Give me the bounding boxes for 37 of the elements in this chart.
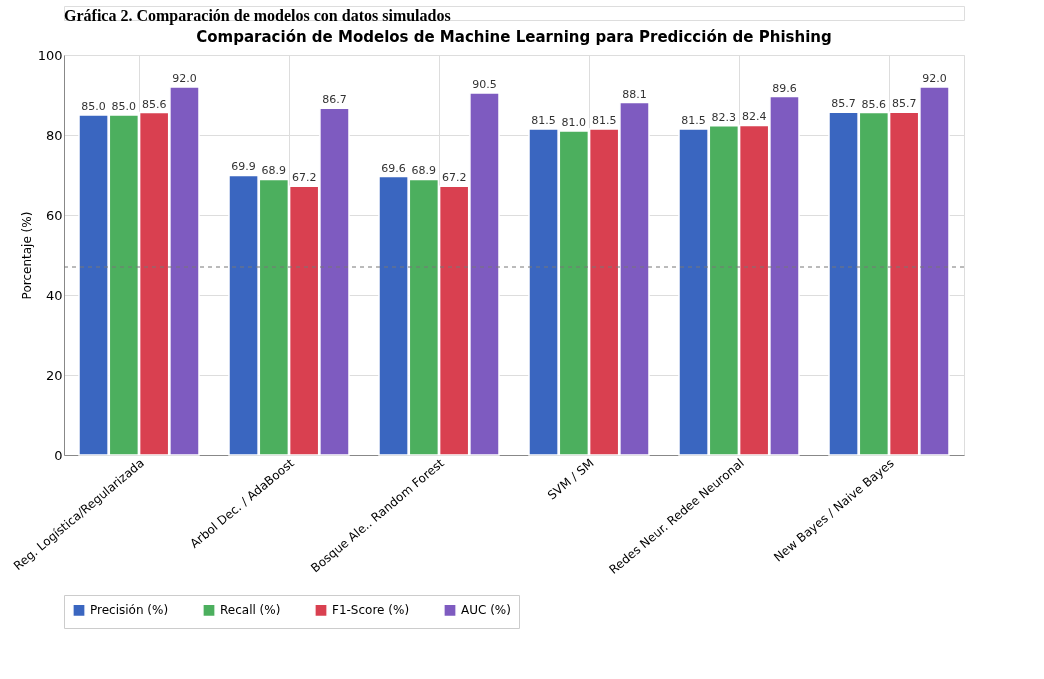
text: Gráfica 2. Comparación de modelos con datos simulados: [64, 7, 451, 25]
data-label: 67.2: [291, 171, 317, 185]
data-label: 89.6: [772, 81, 797, 95]
data-label: 67.2: [441, 171, 467, 185]
data-label: 68.9: [411, 164, 437, 178]
y-tick-label: 100: [37, 47, 63, 63]
data-label: 81.5: [681, 114, 706, 127]
chart-title: Comparación de Modelos de Machine Learning para Predicción de Phishing: [196, 28, 832, 46]
data-label: 85.6: [861, 97, 887, 111]
data-label: 85.7: [891, 97, 917, 111]
legend-label: F1-Score (%): [332, 603, 410, 618]
data-label: 88.1: [622, 87, 647, 101]
y-axis-title: Porcentaje (%): [19, 211, 34, 300]
y-tick-label: 0: [54, 447, 63, 463]
data-label: 90.5: [472, 78, 497, 91]
data-label: 81.5: [591, 114, 617, 127]
data-label: 85.7: [831, 97, 856, 111]
data-label: 85.6: [141, 97, 167, 111]
y-tick-label: 80: [45, 127, 63, 143]
legend-label: Recall (%): [220, 603, 281, 618]
data-label: 92.0: [172, 72, 197, 85]
data-label: 86.7: [322, 93, 347, 107]
y-tick-label: 60: [45, 207, 63, 223]
data-label: 85.0: [81, 100, 106, 113]
data-label: 85.0: [111, 100, 137, 113]
data-label: 82.3: [711, 110, 737, 124]
legend-label: Precisión (%): [90, 603, 169, 618]
data-label: 69.9: [231, 160, 256, 174]
y-tick-label: 40: [45, 287, 63, 303]
y-tick-label: 20: [45, 367, 63, 383]
data-label: 68.9: [261, 164, 287, 178]
data-label: 69.6: [381, 161, 406, 175]
data-label: 82.4: [741, 110, 767, 124]
data-label: 81.0: [561, 116, 587, 129]
legend-label: AUC (%): [461, 603, 511, 618]
data-label: 92.0: [922, 72, 947, 85]
data-label: 81.5: [531, 114, 556, 127]
